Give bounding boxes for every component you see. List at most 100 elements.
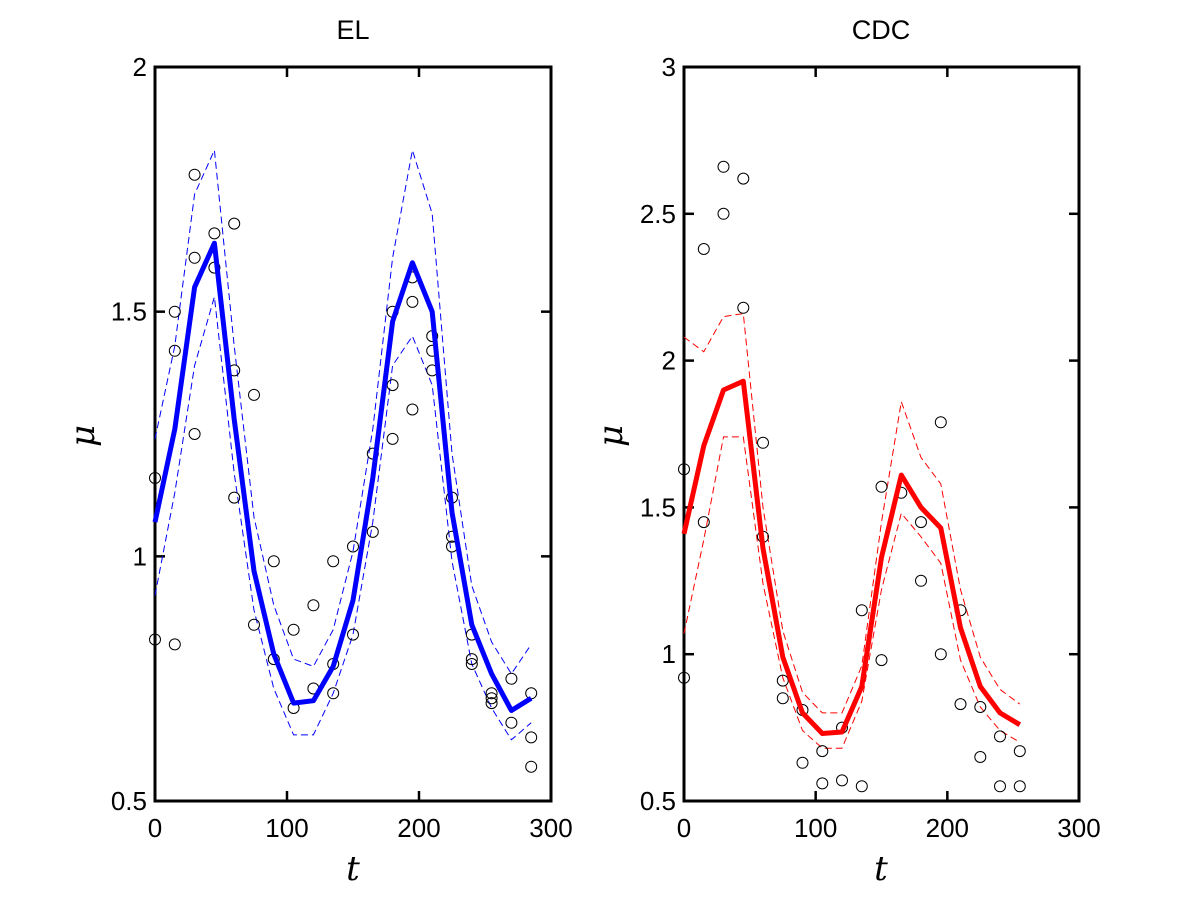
el-observation-point [386,379,399,392]
el-observation-point [525,760,538,773]
cdc-observation-point [1013,780,1026,793]
el-observation-point [248,618,260,631]
cdc-chart-title: CDC [852,15,911,45]
el-observation-point [248,388,260,401]
cdc-observation-point [836,774,848,787]
cdc-observation-point [934,416,947,429]
cdc-observation-point [954,698,967,711]
el-panel: EL t μ 0 100 200 300 0.5 1 1.5 2 [63,15,573,889]
el-observation-point [347,628,359,641]
cdc-observation-point [678,463,690,476]
cdc-y-tick-label: 2 [662,346,676,376]
el-observation-point [168,638,181,651]
el-chart-title: EL [336,15,369,45]
cdc-observation-point [974,701,987,713]
el-observation-point [406,403,419,416]
cdc-observation-point [796,756,809,769]
el-lower-band-line [154,296,532,741]
cdc-observation-point [915,574,927,587]
el-observation-point [168,305,181,318]
cdc-x-tick-label: 0 [677,813,691,843]
el-x-tick-label: 100 [265,813,308,843]
cdc-observation-point [678,671,690,684]
cdc-observation-point [737,172,750,185]
cdc-observation-point [855,604,868,617]
cdc-observation-point [1013,745,1026,758]
cdc-y-tick-label: 1.5 [640,492,676,522]
el-observation-point [149,633,161,646]
cdc-y-tick-label: 0.5 [640,786,676,816]
el-observation-point [525,731,538,744]
cdc-x-tick-label: 200 [926,813,969,843]
cdc-upper-band-line [683,313,1021,714]
cdc-x-tick-label: 300 [1057,813,1100,843]
el-observation-point [208,227,221,240]
el-upper-band-line [154,148,532,675]
cdc-observation-point [934,648,947,661]
el-observation-point [307,599,320,612]
el-observation-point [228,491,241,504]
cdc-observation-point [717,207,730,220]
el-observation-point [485,692,498,705]
cdc-observation-point [697,243,710,255]
cdc-panel: CDC t μ 0 100 200 300 0.5 1 1.5 2 2.5 3 [591,15,1101,889]
cdc-lower-band-line [683,436,1021,749]
cdc-y-tick-label: 3 [662,52,676,82]
el-observation-point [188,251,201,264]
el-observation-point [366,525,379,538]
cdc-observation-point [776,692,789,705]
el-y-tick-label: 1.5 [111,297,147,327]
cdc-observation-point [816,777,829,790]
el-observation-point [347,540,359,553]
cdc-observation-point [776,674,789,687]
el-observation-point [149,472,161,484]
cdc-observation-point [737,301,750,314]
el-observation-point [228,217,241,230]
el-observation-point [188,168,201,181]
el-observation-point [485,697,498,710]
cdc-observation-point [994,780,1006,793]
el-observation-point [465,653,478,666]
el-observation-point [505,716,518,729]
cdc-y-axis-label: μ [591,425,631,447]
cdc-observation-point [875,654,888,667]
cdc-observation-point [855,780,868,793]
cdc-observation-point [875,480,888,493]
cdc-x-tick-label: 100 [794,813,837,843]
cdc-y-tick-label: 2.5 [640,199,676,229]
el-x-tick-label: 200 [397,813,440,843]
cdc-y-tick-label: 1 [662,639,676,669]
el-observation-point [327,555,340,568]
cdc-observation-point [915,516,927,529]
el-y-axis-label: μ [63,425,103,447]
el-observation-point [168,344,181,357]
el-y-tick-label: 0.5 [111,786,147,816]
el-observation-point [485,687,498,700]
el-observation-point [465,658,478,670]
el-observation-point [327,687,340,700]
cdc-mean-line [681,378,1022,736]
el-axes-frame [153,65,553,803]
el-y-tick-label: 2 [133,52,147,82]
el-x-tick-label: 300 [529,813,572,843]
el-observation-point [188,428,201,440]
el-mean-line [152,240,533,713]
cdc-observation-point [717,160,730,173]
cdc-observation-point [974,751,987,763]
el-observation-point [386,432,399,445]
el-observation-point [287,623,300,636]
cdc-x-axis-label: t [874,849,888,889]
cdc-observation-point [816,745,829,758]
el-y-tick-label: 1 [133,541,147,571]
cdc-observation-point [994,730,1006,743]
el-observation-point [267,555,280,568]
cdc-axes-frame [682,65,1081,803]
el-observation-point [525,687,538,700]
el-x-axis-label: t [346,849,360,889]
cdc-observation-point [697,516,710,529]
el-x-tick-label: 0 [148,813,162,843]
el-observation-point [406,295,419,308]
el-observation-point [505,672,518,685]
cdc-observation-point [757,436,769,449]
